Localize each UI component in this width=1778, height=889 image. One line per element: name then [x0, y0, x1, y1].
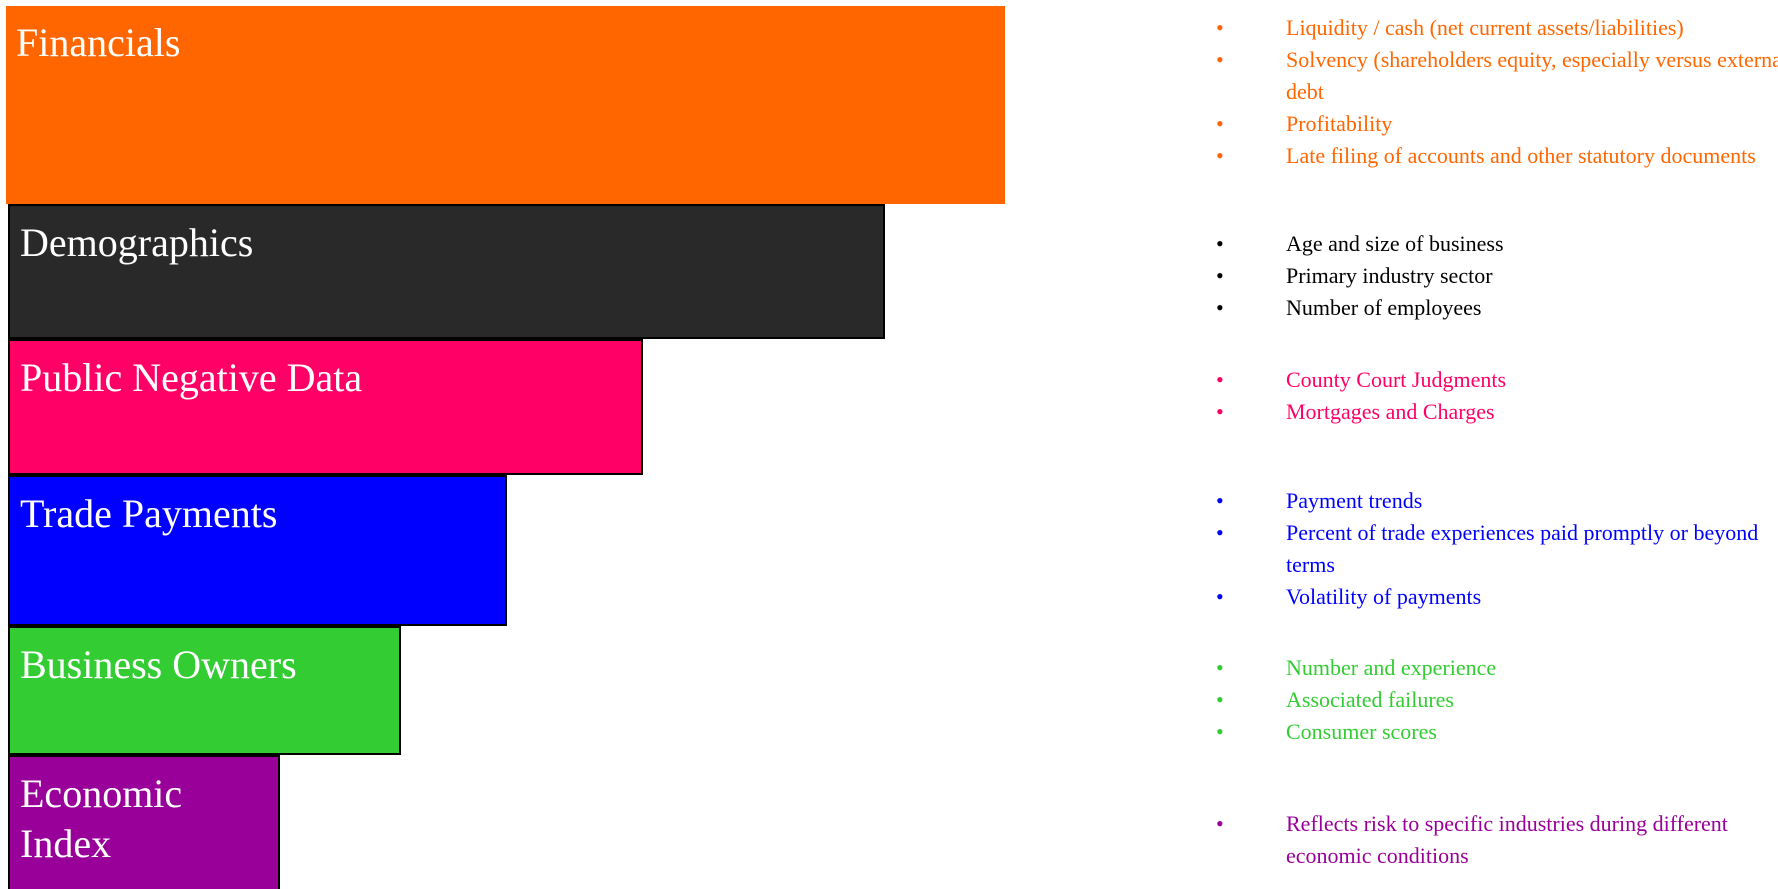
list-item-text: Liquidity / cash (net current assets/lia…: [1286, 15, 1684, 40]
bullet-icon: •: [1216, 488, 1224, 513]
list-item: • Volatility of payments: [1200, 581, 1778, 613]
bullet-icon: •: [1216, 15, 1224, 40]
list-item: • Number and experience: [1200, 652, 1778, 684]
list-item: • Age and size of business: [1200, 228, 1778, 260]
list-item: • Late filing of accounts and other statu…: [1200, 140, 1778, 172]
list-item-text: Number and experience: [1286, 655, 1497, 680]
list-item-text: Late filing of accounts and other statut…: [1286, 143, 1756, 168]
list-item-text: Number of employees: [1286, 295, 1482, 320]
bar-label-business-owners: Business Owners: [20, 642, 297, 687]
bar-trade-payments: Trade Payments: [8, 475, 507, 626]
list-item-text: Mortgages and Charges: [1286, 399, 1495, 424]
list-item-text: Payment trends: [1286, 488, 1423, 513]
bullet-list-business-owners: • Number and experience • Associated failu…: [1200, 652, 1778, 748]
bullet-list-demographics: • Age and size of business • Primary indus…: [1200, 228, 1778, 324]
bullet-icon: •: [1216, 520, 1224, 545]
bullet-icon: •: [1216, 687, 1224, 712]
bullet-icon: •: [1216, 811, 1224, 836]
bullet-icon: •: [1216, 231, 1224, 256]
list-item: • Number of employees: [1200, 292, 1778, 324]
list-item-text: Percent of trade experiences paid prompt…: [1286, 520, 1759, 577]
list-item-text: County Court Judgments: [1286, 367, 1507, 392]
list-item: • Reflects risk to specific industries du…: [1200, 808, 1778, 872]
bar-business-owners: Business Owners: [8, 626, 401, 755]
bullet-icon: •: [1216, 584, 1224, 609]
list-item-text: Volatility of payments: [1286, 584, 1482, 609]
list-item-text: Profitability: [1286, 111, 1393, 136]
bar-demographics: Demographics: [8, 204, 885, 339]
bar-financials: Financials: [6, 6, 1005, 204]
bullet-icon: •: [1216, 399, 1224, 424]
bullet-list-economic-index: • Reflects risk to specific industries du…: [1200, 808, 1778, 872]
bullet-icon: •: [1216, 263, 1224, 288]
bullet-list-trade-payments: • Payment trends • Percent of trade experi…: [1200, 485, 1778, 613]
list-item: • Solvency (shareholders equity, especial…: [1200, 44, 1778, 108]
list-item: • Liquidity / cash (net current assets/li…: [1200, 12, 1778, 44]
bar-public-negative-data: Public Negative Data: [8, 339, 643, 475]
list-item: • Percent of trade experiences paid promp…: [1200, 517, 1778, 581]
list-item-text: Consumer scores: [1286, 719, 1437, 744]
list-item: • Primary industry sector: [1200, 260, 1778, 292]
list-item-text: Solvency (shareholders equity, especiall…: [1286, 47, 1778, 104]
list-item: • County Court Judgments: [1200, 364, 1778, 396]
bar-label-trade-payments: Trade Payments: [20, 491, 278, 536]
list-item: • Consumer scores: [1200, 716, 1778, 748]
list-item-text: Age and size of business: [1286, 231, 1504, 256]
bullet-icon: •: [1216, 111, 1224, 136]
bar-label-demographics: Demographics: [20, 220, 254, 265]
bullet-icon: •: [1216, 47, 1224, 72]
bar-label-financials: Financials: [16, 20, 181, 65]
bullet-icon: •: [1216, 367, 1224, 392]
bullet-icon: •: [1216, 143, 1224, 168]
bar-label-economic-index: Economic Index: [20, 771, 183, 866]
list-item: • Associated failures: [1200, 684, 1778, 716]
list-item-text: Associated failures: [1286, 687, 1454, 712]
bullet-icon: •: [1216, 655, 1224, 680]
bullet-icon: •: [1216, 295, 1224, 320]
bullet-list-public-negative-data: • County Court Judgments • Mortgages and C…: [1200, 364, 1778, 428]
list-item-text: Reflects risk to specific industries dur…: [1286, 811, 1728, 868]
bullet-icon: •: [1216, 719, 1224, 744]
list-item: • Payment trends: [1200, 485, 1778, 517]
bullet-list-financials: • Liquidity / cash (net current assets/li…: [1200, 12, 1778, 172]
list-item: • Profitability: [1200, 108, 1778, 140]
list-item: • Mortgages and Charges: [1200, 396, 1778, 428]
bar-economic-index: Economic Index: [8, 755, 280, 889]
bar-label-public-negative-data: Public Negative Data: [20, 355, 363, 400]
list-item-text: Primary industry sector: [1286, 263, 1493, 288]
